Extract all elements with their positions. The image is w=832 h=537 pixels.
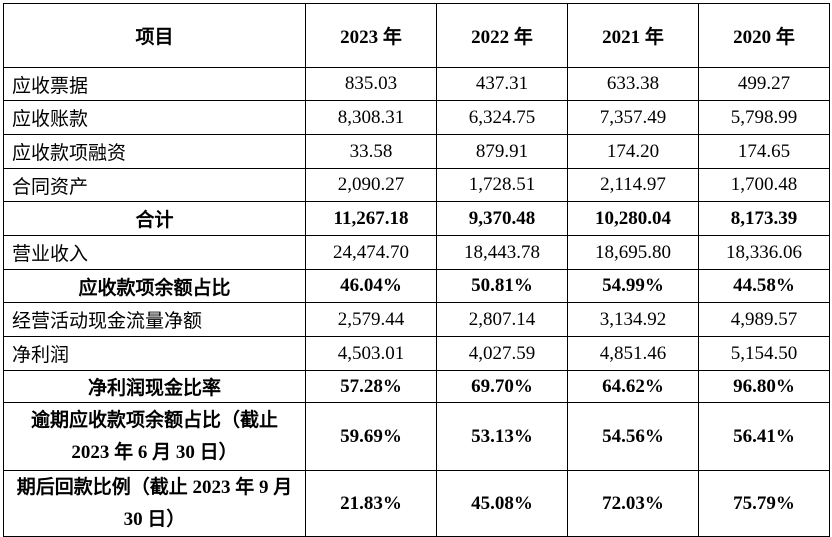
cell-value: 18,443.78 xyxy=(436,235,568,270)
table-row: 净利润 4,503.01 4,027.59 4,851.46 5,154.50 xyxy=(3,336,830,371)
cell-value: 53.13% xyxy=(436,402,568,471)
cell-value: 10,280.04 xyxy=(567,201,699,236)
row-label: 经营活动现金流量净额 xyxy=(3,302,306,337)
cell-value: 8,308.31 xyxy=(305,100,437,135)
table-row: 营业收入 24,474.70 18,443.78 18,695.80 18,33… xyxy=(3,235,830,270)
cell-value: 8,173.39 xyxy=(698,201,830,236)
header-year-2023: 2023 年 xyxy=(305,3,437,68)
receivables-table: 项目 2023 年 2022 年 2021 年 2020 年 应收票据 835.… xyxy=(3,3,830,537)
cell-value: 1,700.48 xyxy=(698,168,830,202)
row-label: 应收账款 xyxy=(3,100,306,135)
row-label: 合同资产 xyxy=(3,168,306,202)
cell-value: 46.04% xyxy=(305,269,437,303)
cell-value: 57.28% xyxy=(305,370,437,403)
cell-value: 54.56% xyxy=(567,402,699,471)
table-row: 经营活动现金流量净额 2,579.44 2,807.14 3,134.92 4,… xyxy=(3,302,830,337)
cell-value: 44.58% xyxy=(698,269,830,303)
cell-value: 24,474.70 xyxy=(305,235,437,270)
row-label: 期后回款比例（截止 2023 年 9 月 30 日） xyxy=(3,470,306,537)
header-year-2021: 2021 年 xyxy=(567,3,699,68)
header-year-2020: 2020 年 xyxy=(698,3,830,68)
header-row: 项目 2023 年 2022 年 2021 年 2020 年 xyxy=(3,3,830,68)
row-label: 应收款项融资 xyxy=(3,134,306,169)
cell-value: 4,989.57 xyxy=(698,302,830,337)
row-label: 净利润 xyxy=(3,336,306,371)
cell-value: 2,579.44 xyxy=(305,302,437,337)
cell-value: 18,695.80 xyxy=(567,235,699,270)
cell-value: 50.81% xyxy=(436,269,568,303)
row-label: 合计 xyxy=(3,201,306,236)
cell-value: 4,851.46 xyxy=(567,336,699,371)
cell-value: 21.83% xyxy=(305,470,437,537)
cell-value: 633.38 xyxy=(567,67,699,101)
row-label: 逾期应收款项余额占比（截止 2023 年 6 月 30 日） xyxy=(3,402,306,471)
row-label: 营业收入 xyxy=(3,235,306,270)
ratio-row: 逾期应收款项余额占比（截止 2023 年 6 月 30 日） 59.69% 53… xyxy=(3,402,830,471)
cell-value: 96.80% xyxy=(698,370,830,403)
cell-value: 2,114.97 xyxy=(567,168,699,202)
cell-value: 59.69% xyxy=(305,402,437,471)
cell-value: 75.79% xyxy=(698,470,830,537)
cell-value: 9,370.48 xyxy=(436,201,568,236)
cell-value: 54.99% xyxy=(567,269,699,303)
cell-value: 6,324.75 xyxy=(436,100,568,135)
cell-value: 499.27 xyxy=(698,67,830,101)
row-label: 净利润现金比率 xyxy=(3,370,306,403)
cell-value: 174.65 xyxy=(698,134,830,169)
cell-value: 3,134.92 xyxy=(567,302,699,337)
cell-value: 437.31 xyxy=(436,67,568,101)
table-row: 应收票据 835.03 437.31 633.38 499.27 xyxy=(3,67,830,101)
table-row: 合同资产 2,090.27 1,728.51 2,114.97 1,700.48 xyxy=(3,168,830,202)
cell-value: 174.20 xyxy=(567,134,699,169)
cell-value: 7,357.49 xyxy=(567,100,699,135)
cell-value: 33.58 xyxy=(305,134,437,169)
cell-value: 56.41% xyxy=(698,402,830,471)
header-year-2022: 2022 年 xyxy=(436,3,568,68)
table-row: 应收款项融资 33.58 879.91 174.20 174.65 xyxy=(3,134,830,169)
cell-value: 69.70% xyxy=(436,370,568,403)
header-item: 项目 xyxy=(3,3,306,68)
cell-value: 835.03 xyxy=(305,67,437,101)
cell-value: 2,807.14 xyxy=(436,302,568,337)
ratio-row: 期后回款比例（截止 2023 年 9 月 30 日） 21.83% 45.08%… xyxy=(3,470,830,537)
row-label: 应收票据 xyxy=(3,67,306,101)
cell-value: 72.03% xyxy=(567,470,699,537)
row-label: 应收款项余额占比 xyxy=(3,269,306,303)
cell-value: 11,267.18 xyxy=(305,201,437,236)
cell-value: 1,728.51 xyxy=(436,168,568,202)
cell-value: 5,798.99 xyxy=(698,100,830,135)
cell-value: 5,154.50 xyxy=(698,336,830,371)
table-row: 应收账款 8,308.31 6,324.75 7,357.49 5,798.99 xyxy=(3,100,830,135)
cell-value: 4,503.01 xyxy=(305,336,437,371)
ratio-row: 净利润现金比率 57.28% 69.70% 64.62% 96.80% xyxy=(3,370,830,403)
cell-value: 4,027.59 xyxy=(436,336,568,371)
cell-value: 879.91 xyxy=(436,134,568,169)
cell-value: 45.08% xyxy=(436,470,568,537)
cell-value: 2,090.27 xyxy=(305,168,437,202)
cell-value: 18,336.06 xyxy=(698,235,830,270)
ratio-row: 应收款项余额占比 46.04% 50.81% 54.99% 44.58% xyxy=(3,269,830,303)
cell-value: 64.62% xyxy=(567,370,699,403)
total-row: 合计 11,267.18 9,370.48 10,280.04 8,173.39 xyxy=(3,201,830,236)
